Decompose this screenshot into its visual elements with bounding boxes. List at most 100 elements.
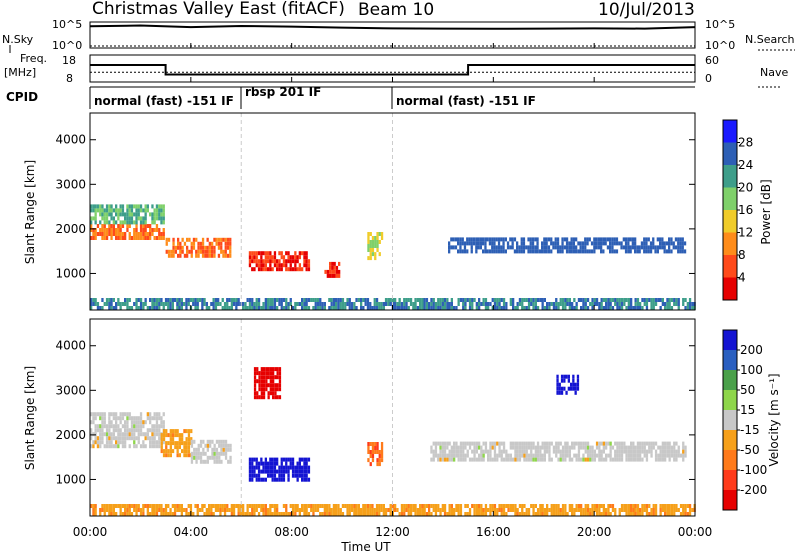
data-cell [305, 469, 308, 474]
data-cell [530, 453, 533, 458]
data-cell [627, 449, 630, 454]
data-cell [307, 298, 311, 302]
data-cell [373, 512, 376, 516]
data-cell [674, 245, 678, 250]
data-cell [303, 298, 306, 302]
freq-tick-top: 18 [62, 54, 76, 67]
data-cell [455, 441, 458, 446]
data-cell [197, 447, 200, 452]
data-cell [470, 241, 473, 246]
data-cell [271, 255, 274, 260]
data-cell [321, 504, 324, 508]
data-cell [180, 298, 183, 302]
data-cell [659, 298, 662, 302]
data-cell [133, 508, 136, 512]
data-cell [139, 416, 143, 421]
data-cell [636, 449, 640, 454]
data-cell [443, 302, 447, 306]
data-cell [546, 306, 549, 310]
data-cell [96, 444, 100, 449]
data-cell [666, 441, 669, 446]
colorbar-swatch [723, 165, 737, 188]
data-cell [319, 298, 322, 302]
data-cell [194, 302, 197, 306]
data-cell [577, 508, 581, 512]
data-cell [229, 241, 232, 246]
data-cell [645, 245, 648, 250]
data-cell [218, 439, 221, 444]
data-cell [128, 412, 131, 417]
data-cell [521, 504, 524, 508]
data-cell [575, 457, 578, 462]
data-cell [525, 449, 528, 454]
data-cell [337, 306, 340, 310]
data-cell [682, 302, 685, 306]
data-cell [229, 459, 232, 464]
data-cell [682, 512, 685, 516]
data-cell [648, 445, 651, 450]
data-cell [581, 249, 585, 254]
data-cell [534, 249, 537, 254]
data-cell [645, 508, 649, 512]
data-cell [391, 298, 394, 302]
data-cell [298, 251, 301, 256]
date-label: 10/Jul/2013 [598, 0, 695, 20]
data-cell [629, 237, 632, 242]
data-cell [158, 440, 161, 445]
data-cell [126, 432, 129, 437]
data-cell [414, 512, 417, 516]
data-cell [496, 512, 499, 516]
data-cell [559, 508, 562, 512]
data-cell [505, 302, 508, 306]
data-cell [564, 441, 567, 446]
data-cell [337, 302, 340, 306]
data-cell [269, 461, 272, 466]
data-cell [335, 512, 338, 516]
data-cell [162, 236, 165, 240]
data-cell [158, 302, 161, 306]
data-cell [338, 261, 341, 266]
data-cell [227, 443, 230, 448]
data-cell [205, 512, 208, 516]
data-cell [602, 457, 605, 462]
data-cell [682, 441, 685, 446]
data-cell [101, 236, 104, 240]
data-cell [673, 441, 676, 446]
data-cell [654, 298, 658, 302]
data-cell [323, 302, 326, 306]
data-cell [546, 449, 549, 454]
data-cell [255, 508, 258, 512]
data-cell [661, 298, 664, 302]
data-cell [691, 508, 694, 512]
data-cell [541, 306, 544, 310]
data-cell [149, 420, 152, 425]
data-cell [575, 237, 578, 242]
data-cell [162, 216, 165, 221]
data-cell [103, 216, 106, 221]
data-cell [430, 445, 433, 450]
data-cell [278, 367, 282, 372]
data-cell [470, 245, 473, 250]
data-cell [609, 249, 612, 254]
data-cell [668, 237, 671, 242]
data-cell [260, 508, 263, 512]
y-tick-label: 1000 [55, 472, 86, 486]
data-cell [541, 453, 544, 458]
data-cell [183, 302, 186, 306]
data-cell [199, 443, 203, 448]
data-cell [527, 453, 531, 458]
data-cell [146, 204, 149, 209]
data-cell [471, 306, 474, 310]
data-cell [108, 212, 111, 217]
data-cell [103, 432, 106, 437]
data-cell [212, 302, 215, 306]
data-cell [366, 512, 370, 516]
data-cell [305, 255, 308, 260]
data-cell [371, 306, 374, 310]
data-cell [586, 512, 590, 516]
data-cell [108, 302, 111, 306]
data-cell [303, 504, 306, 508]
data-cell [115, 236, 118, 240]
